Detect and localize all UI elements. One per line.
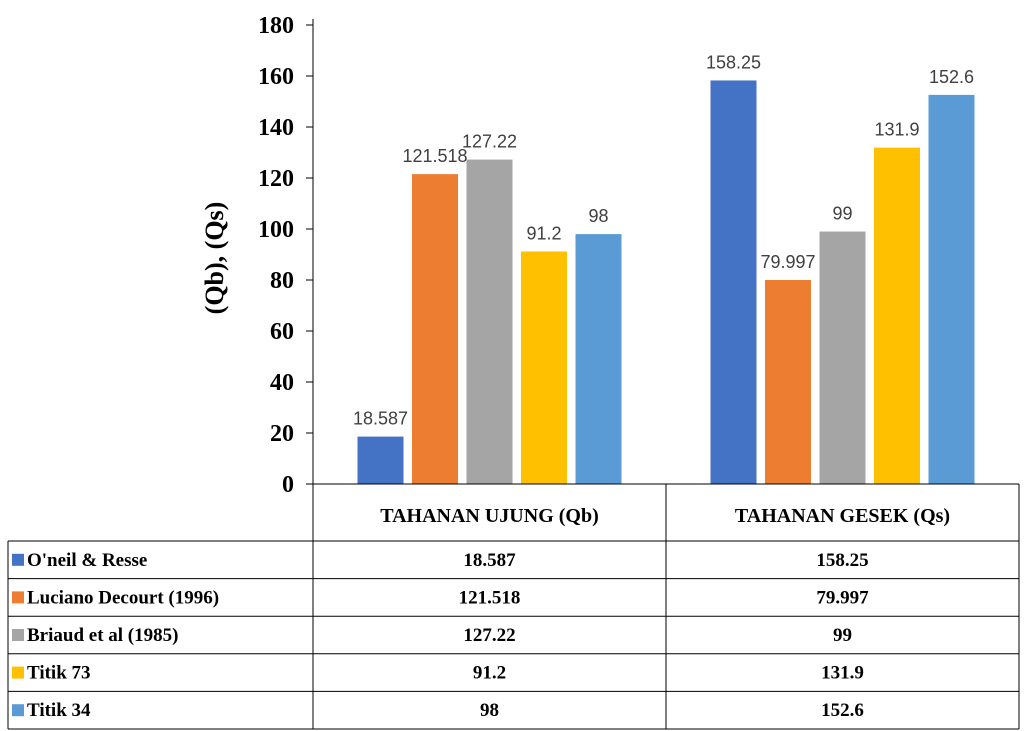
table-cell: 91.2 xyxy=(473,663,506,684)
data-label: 98 xyxy=(588,206,608,226)
data-label: 91.2 xyxy=(526,223,561,243)
legend-key xyxy=(12,591,24,604)
table-cell: 18.587 xyxy=(463,550,516,571)
y-tick-label: 20 xyxy=(270,421,294,447)
legend-key xyxy=(12,553,24,566)
legend-key xyxy=(12,704,24,717)
y-axis: 0 20 40 60 80 100 120 140 160 180 xyxy=(258,13,314,498)
bar xyxy=(710,80,757,485)
y-tick-label: 120 xyxy=(258,166,294,192)
table-cell: 127.22 xyxy=(463,625,515,646)
table-cell: 98 xyxy=(480,700,499,721)
bar xyxy=(575,234,622,484)
y-tick-label: 160 xyxy=(258,64,294,90)
y-tick-label: 180 xyxy=(258,13,294,39)
legend-key xyxy=(12,666,24,679)
data-label: 152.6 xyxy=(929,67,974,87)
data-label: 79.997 xyxy=(760,252,815,272)
legend-entry: Briaud et al (1985) xyxy=(27,625,178,646)
y-tick-label: 40 xyxy=(270,370,294,396)
data-label: 127.22 xyxy=(462,132,517,152)
legend-entry: Titik 34 xyxy=(27,700,91,721)
bar xyxy=(819,231,866,484)
category-label: TAHANAN GESEK (Qs) xyxy=(735,505,950,527)
legend-entry: Luciano Decourt (1996) xyxy=(27,587,219,608)
bar xyxy=(874,147,920,484)
table-cell: 99 xyxy=(833,625,852,646)
y-tick-label: 80 xyxy=(270,268,294,294)
legend-key xyxy=(12,629,24,641)
table-cell: 79.997 xyxy=(816,587,869,608)
data-label: 18.587 xyxy=(353,409,408,429)
bars xyxy=(357,80,975,485)
y-tick-label: 0 xyxy=(282,472,294,498)
data-label: 99 xyxy=(832,204,852,224)
table-cell: 121.518 xyxy=(459,587,521,608)
table-cell: 158.25 xyxy=(816,550,868,571)
bar xyxy=(521,251,567,484)
legend-entry: O'neil & Resse xyxy=(27,550,147,571)
table-cell: 131.9 xyxy=(821,663,864,684)
y-axis-label: (Qb), (Qs) xyxy=(200,202,229,315)
y-tick-label: 60 xyxy=(270,319,294,345)
y-tick-label: 100 xyxy=(258,217,294,243)
bar xyxy=(466,159,513,485)
table-cell: 152.6 xyxy=(821,700,864,721)
data-label: 158.25 xyxy=(706,52,761,72)
bar xyxy=(765,280,811,484)
bar xyxy=(928,94,975,485)
data-table: TAHANAN UJUNG (Qb) TAHANAN GESEK (Qs) O'ne… xyxy=(7,483,1020,730)
bar xyxy=(412,174,458,485)
y-tick-label: 140 xyxy=(258,115,294,141)
data-label: 121.518 xyxy=(402,146,467,166)
bar xyxy=(357,436,404,484)
data-label: 131.9 xyxy=(874,120,919,140)
legend-entry: Titik 73 xyxy=(27,663,91,684)
category-label: TAHANAN UJUNG (Qb) xyxy=(380,505,599,527)
